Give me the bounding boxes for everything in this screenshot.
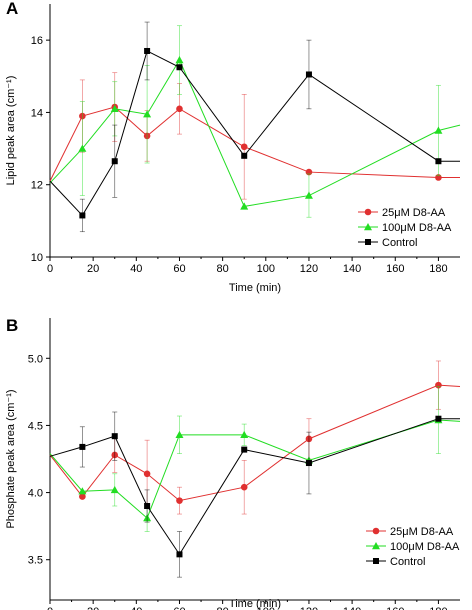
panel-b-x-tick-label-20: 20: [87, 606, 99, 610]
panel-a-series-2: [49, 21, 460, 233]
panel-b-series-0-point-3: [143, 470, 151, 478]
panel-a-series-0-point-4: [176, 105, 183, 113]
panel-b-legend-label-2: Control: [390, 556, 425, 568]
panel-a-x-tick-label-180: 180: [429, 263, 447, 275]
panel-b-x-tick-label-120: 120: [300, 606, 318, 610]
panel-a-series-0: [49, 72, 460, 200]
panel-a-x-tick-label-0: 0: [47, 263, 53, 275]
panel-b-x-tick-label-180: 180: [429, 606, 447, 610]
panel-b-series-2-point-7: [435, 415, 442, 422]
panel-a-series-2-point-7: [435, 158, 442, 165]
panel-b-y-tick-label-5: 5.0: [28, 353, 43, 365]
panel-a-x-tick-label-40: 40: [130, 263, 142, 275]
panel-b-series-2: [49, 411, 460, 578]
panel-a-series-1-line: [49, 58, 461, 207]
panel-b-series-2-point-5: [241, 446, 248, 453]
panel-a-x-tick-label-80: 80: [217, 263, 229, 275]
panel-b-series-2-point-3: [144, 503, 151, 509]
panel-a-y-tick-label-14: 14: [31, 107, 43, 119]
panel-a-x-tick-label-140: 140: [343, 263, 361, 275]
panel-b-legend-label-1: 100μM D8-AA: [390, 541, 460, 553]
panel-a-y-axis-label: Lipid peak area (cm⁻¹): [5, 76, 17, 186]
panel-b-series-2-point-2: [111, 433, 118, 440]
panel-a-x-tick-label-160: 160: [386, 263, 404, 275]
panel-a-series-2-point-4: [176, 64, 183, 71]
panel-b-y-tick-label-4: 4.0: [28, 488, 43, 500]
panel-b-series-1-point-4: [175, 430, 184, 439]
panel-a-legend-marker-2: [365, 239, 371, 245]
panel-b-series-0-point-5: [240, 483, 248, 491]
panel-a-x-tick-label-100: 100: [257, 263, 275, 275]
panel-a-x-axis-label: Time (min): [229, 282, 281, 294]
panel-a-legend-marker-1: [364, 223, 372, 231]
panel-a-series-0-line: [49, 106, 460, 182]
panel-a-series-1-point-4: [175, 56, 184, 64]
panel-a-series-1-point-7: [434, 126, 443, 134]
panel-b-series-1-line: [49, 419, 461, 519]
panel-b-x-tick-label-60: 60: [173, 606, 185, 610]
panel-b-series-1-point-2: [110, 485, 119, 494]
panel-b-x-tick-label-0: 0: [47, 606, 53, 610]
panel-a-series-2-line: [49, 50, 460, 217]
panel-b-legend-marker-1: [372, 542, 380, 550]
panel-a-series-1-point-5: [240, 202, 249, 210]
panel-b-series-0-point-4: [176, 497, 183, 504]
panel-b-series-2-point-1: [79, 443, 86, 450]
panel-a-legend-label-2: Control: [382, 237, 417, 249]
panel-a-y-tick-label-16: 16: [31, 35, 43, 47]
panel-b-series-0-line: [49, 384, 461, 502]
panel-a-legend-label-1: 100μM D8-AA: [382, 222, 452, 234]
panel-a-series-1-point-6: [304, 191, 313, 199]
panel-b-chart: 0 20 40 60 80 100 120 140 160 180 3.5 4.0 4.5 5.0 Time…: [5, 318, 461, 610]
panel-a-series-0-point-5: [240, 143, 248, 151]
panel-b-legend-marker-0: [372, 527, 380, 535]
panel-a-x-tick-label-120: 120: [300, 263, 318, 275]
panel-b-legend-marker-2: [373, 558, 379, 564]
panel-b-legend-label-0: 25μM D8-AA: [390, 526, 454, 538]
panel-a-legend-marker-0: [364, 208, 372, 216]
panel-b-y-axis-label: Phosphate peak area (cm⁻¹): [5, 389, 17, 528]
panel-a-series-2-point-2: [111, 158, 118, 165]
panel-b-y-tick-label-4.5: 4.5: [28, 420, 43, 432]
panel-b-series-0-point-1: [79, 493, 86, 500]
panel-b-series-1-point-5: [240, 430, 249, 439]
panel-b-x-tick-label-160: 160: [386, 606, 404, 610]
panel-a-x-tick-label-60: 60: [173, 263, 185, 275]
panel-letter-b: B: [6, 316, 18, 335]
panel-a-series-2-point-3: [144, 47, 151, 54]
panel-a-series-2-point-1: [79, 212, 86, 219]
panel-letter-a: A: [6, 0, 18, 18]
panel-b-x-axis-label: Time (min): [229, 598, 281, 610]
panel-a-series-1-point-3: [143, 110, 152, 118]
panel-a-x-tick-label-20: 20: [87, 263, 99, 275]
panel-b-x-tick-label-100: 100: [257, 606, 275, 610]
panel-b-x-tick-label-140: 140: [343, 606, 361, 610]
panel-a-series-2-point-6: [305, 71, 312, 78]
panel-a-chart: 0 20 40 60 80 100 120 140 160 180 10 12 14 16 Time (mi…: [5, 4, 461, 294]
panel-b-series-1-point-1: [78, 487, 87, 495]
panel-a-y-tick-label-10: 10: [31, 252, 43, 264]
panel-a-y-tick-label-12: 12: [31, 180, 43, 192]
panel-b-x-tick-label-40: 40: [130, 606, 142, 610]
panel-b-x-tick-label-80: 80: [217, 606, 229, 610]
panel-b-series-2-point-4: [176, 551, 183, 558]
panel-a-series-1-point-2: [110, 104, 119, 113]
panel-a-series-1-point-1: [78, 144, 87, 152]
panel-a-series-2-point-5: [241, 152, 248, 159]
panel-b-y-tick-label-3.5: 3.5: [28, 555, 43, 567]
panel-b-series-0: [49, 360, 461, 515]
panel-a-legend-label-0: 25μM D8-AA: [382, 207, 446, 219]
panel-b-series-2-point-6: [305, 460, 312, 467]
panel-a-series-1: [49, 25, 461, 218]
